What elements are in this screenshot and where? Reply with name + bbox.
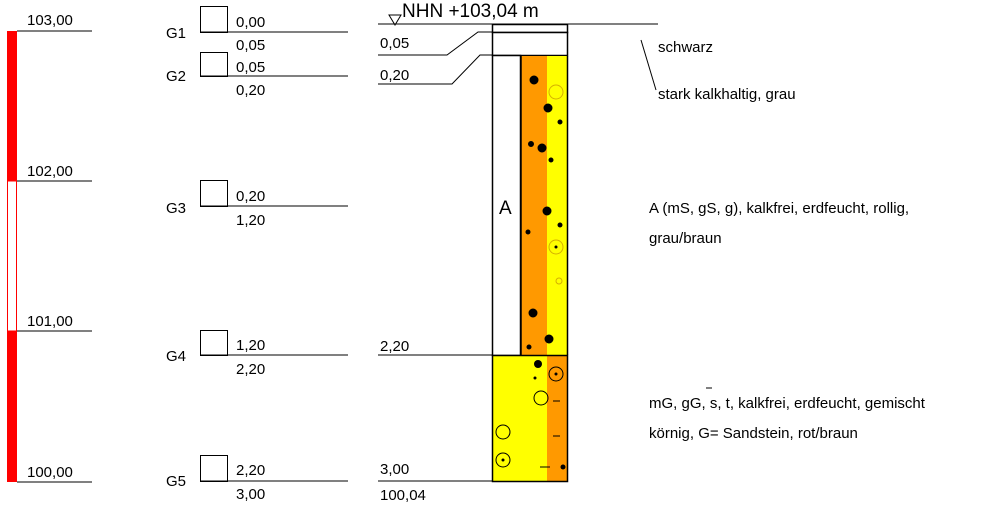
gravel-dot xyxy=(544,334,554,344)
sample-name: G4 xyxy=(166,348,186,365)
desc-layer-4-line-1: mG, gG, s, t, kalkfrei, erdfeucht, gemis… xyxy=(649,395,926,412)
layer-4-yellow xyxy=(492,356,547,481)
fill-label: A xyxy=(499,198,512,219)
sample-top-depth: 0,05 xyxy=(236,59,265,76)
description-leader xyxy=(640,39,657,91)
scale-label-103: 103,00 xyxy=(27,12,73,29)
pebble-circle xyxy=(548,366,564,382)
sample-name: G1 xyxy=(166,25,186,42)
base-elevation-label: 100,04 xyxy=(380,487,426,504)
layer-1-box xyxy=(491,23,569,34)
sample-g5: G5 2,20 3,00 xyxy=(166,455,348,503)
sample-bottom-depth: 0,20 xyxy=(236,82,265,99)
desc-layer-1: schwarz xyxy=(658,39,713,56)
layer-descriptions: schwarz stark kalkhaltig, grau A (mS, gS… xyxy=(640,39,926,442)
pebble-circle xyxy=(548,239,564,255)
scale-label-100: 100,00 xyxy=(27,464,73,481)
sample-g1: G1 0,00 0,05 xyxy=(166,6,348,54)
depth-label-4: 3,00 xyxy=(380,461,409,478)
layer-3-symbols xyxy=(525,75,564,350)
gravel-dot xyxy=(557,119,563,125)
gravel-dot xyxy=(537,143,547,153)
sample-g3: G3 0,20 1,20 xyxy=(166,180,348,229)
sample-bottom-depth: 3,00 xyxy=(236,486,265,503)
sample-box xyxy=(200,6,228,33)
scale-label-102: 102,00 xyxy=(27,163,73,180)
desc-layer-2: stark kalkhaltig, grau xyxy=(658,86,796,103)
sample-top-depth: 1,20 xyxy=(236,337,265,354)
sample-name: G5 xyxy=(166,473,186,490)
sample-name: G3 xyxy=(166,200,186,217)
sample-top-depth: 2,20 xyxy=(236,462,265,479)
sample-bottom-depth: 1,20 xyxy=(236,212,265,229)
pebble-circle xyxy=(555,277,563,285)
gravel-dot xyxy=(534,360,542,368)
layer-4-symbols xyxy=(495,360,566,470)
desc-layer-3-line-1: A (mS, gS, g), kalkfrei, erdfeucht, roll… xyxy=(649,200,909,217)
layer-3-orange-band xyxy=(521,56,547,355)
gravel-dot xyxy=(548,157,554,163)
sample-box xyxy=(200,180,228,207)
gravel-dot xyxy=(526,344,532,350)
sample-top-depth: 0,00 xyxy=(236,14,265,31)
sample-bottom-depth: 0,05 xyxy=(236,37,265,54)
sample-g2: G2 0,05 0,20 xyxy=(166,52,348,99)
scale-segment-red-top xyxy=(7,31,17,181)
elevation-scale: 103,00 102,00 101,00 100,00 xyxy=(7,12,92,483)
gravel-dot xyxy=(528,141,534,147)
sample-top-depth: 0,20 xyxy=(236,188,265,205)
sample-box xyxy=(200,330,228,356)
depth-label-3: 2,20 xyxy=(380,338,409,355)
layer-4-box xyxy=(491,354,569,483)
depth-leader-1 xyxy=(378,31,492,56)
elevation-marker-icon xyxy=(388,14,402,26)
sample-list: G1 0,00 0,05 G2 0,05 0,20 G3 0,20 1,20 G… xyxy=(166,6,348,503)
pebble-circle xyxy=(495,424,511,440)
gravel-dot xyxy=(557,222,563,228)
layer-3-yellow-band xyxy=(547,56,567,355)
depth-leader-2 xyxy=(378,54,492,85)
scale-segment-white xyxy=(7,180,17,332)
nhn-label: NHN +103,04 m xyxy=(402,1,539,22)
layer-3-fill-column xyxy=(491,54,522,357)
depth-label-2: 0,20 xyxy=(380,67,409,84)
depth-label-1: 0,05 xyxy=(380,35,409,52)
gravel-dot xyxy=(543,103,553,113)
gravel-dot xyxy=(525,229,531,235)
gravel-dot xyxy=(528,308,538,318)
scale-segment-red-bottom xyxy=(7,331,17,482)
profile-column: NHN +103,04 m A xyxy=(378,1,658,504)
desc-layer-4-line-2: körnig, G= Sandstein, rot/braun xyxy=(649,425,858,442)
layer-2-box xyxy=(491,31,569,57)
gravel-dot xyxy=(533,376,537,380)
pebble-center xyxy=(554,372,558,376)
sample-box xyxy=(200,52,228,77)
pebble-circle xyxy=(548,84,564,100)
pebble-circle xyxy=(495,452,511,468)
pebble-center xyxy=(554,245,558,249)
desc-layer-3-line-2: grau/braun xyxy=(649,230,722,247)
gravel-dot xyxy=(542,206,552,216)
pebble-circle xyxy=(533,390,549,406)
sample-name: G2 xyxy=(166,68,186,85)
sample-g4: G4 1,20 2,20 xyxy=(166,330,348,378)
scale-label-101: 101,00 xyxy=(27,313,73,330)
gravel-dot xyxy=(529,75,539,85)
layer-4-orange xyxy=(547,356,567,481)
gravel-dot xyxy=(560,464,566,470)
pebble-center xyxy=(501,458,505,462)
sample-box xyxy=(200,455,228,482)
sample-bottom-depth: 2,20 xyxy=(236,361,265,378)
